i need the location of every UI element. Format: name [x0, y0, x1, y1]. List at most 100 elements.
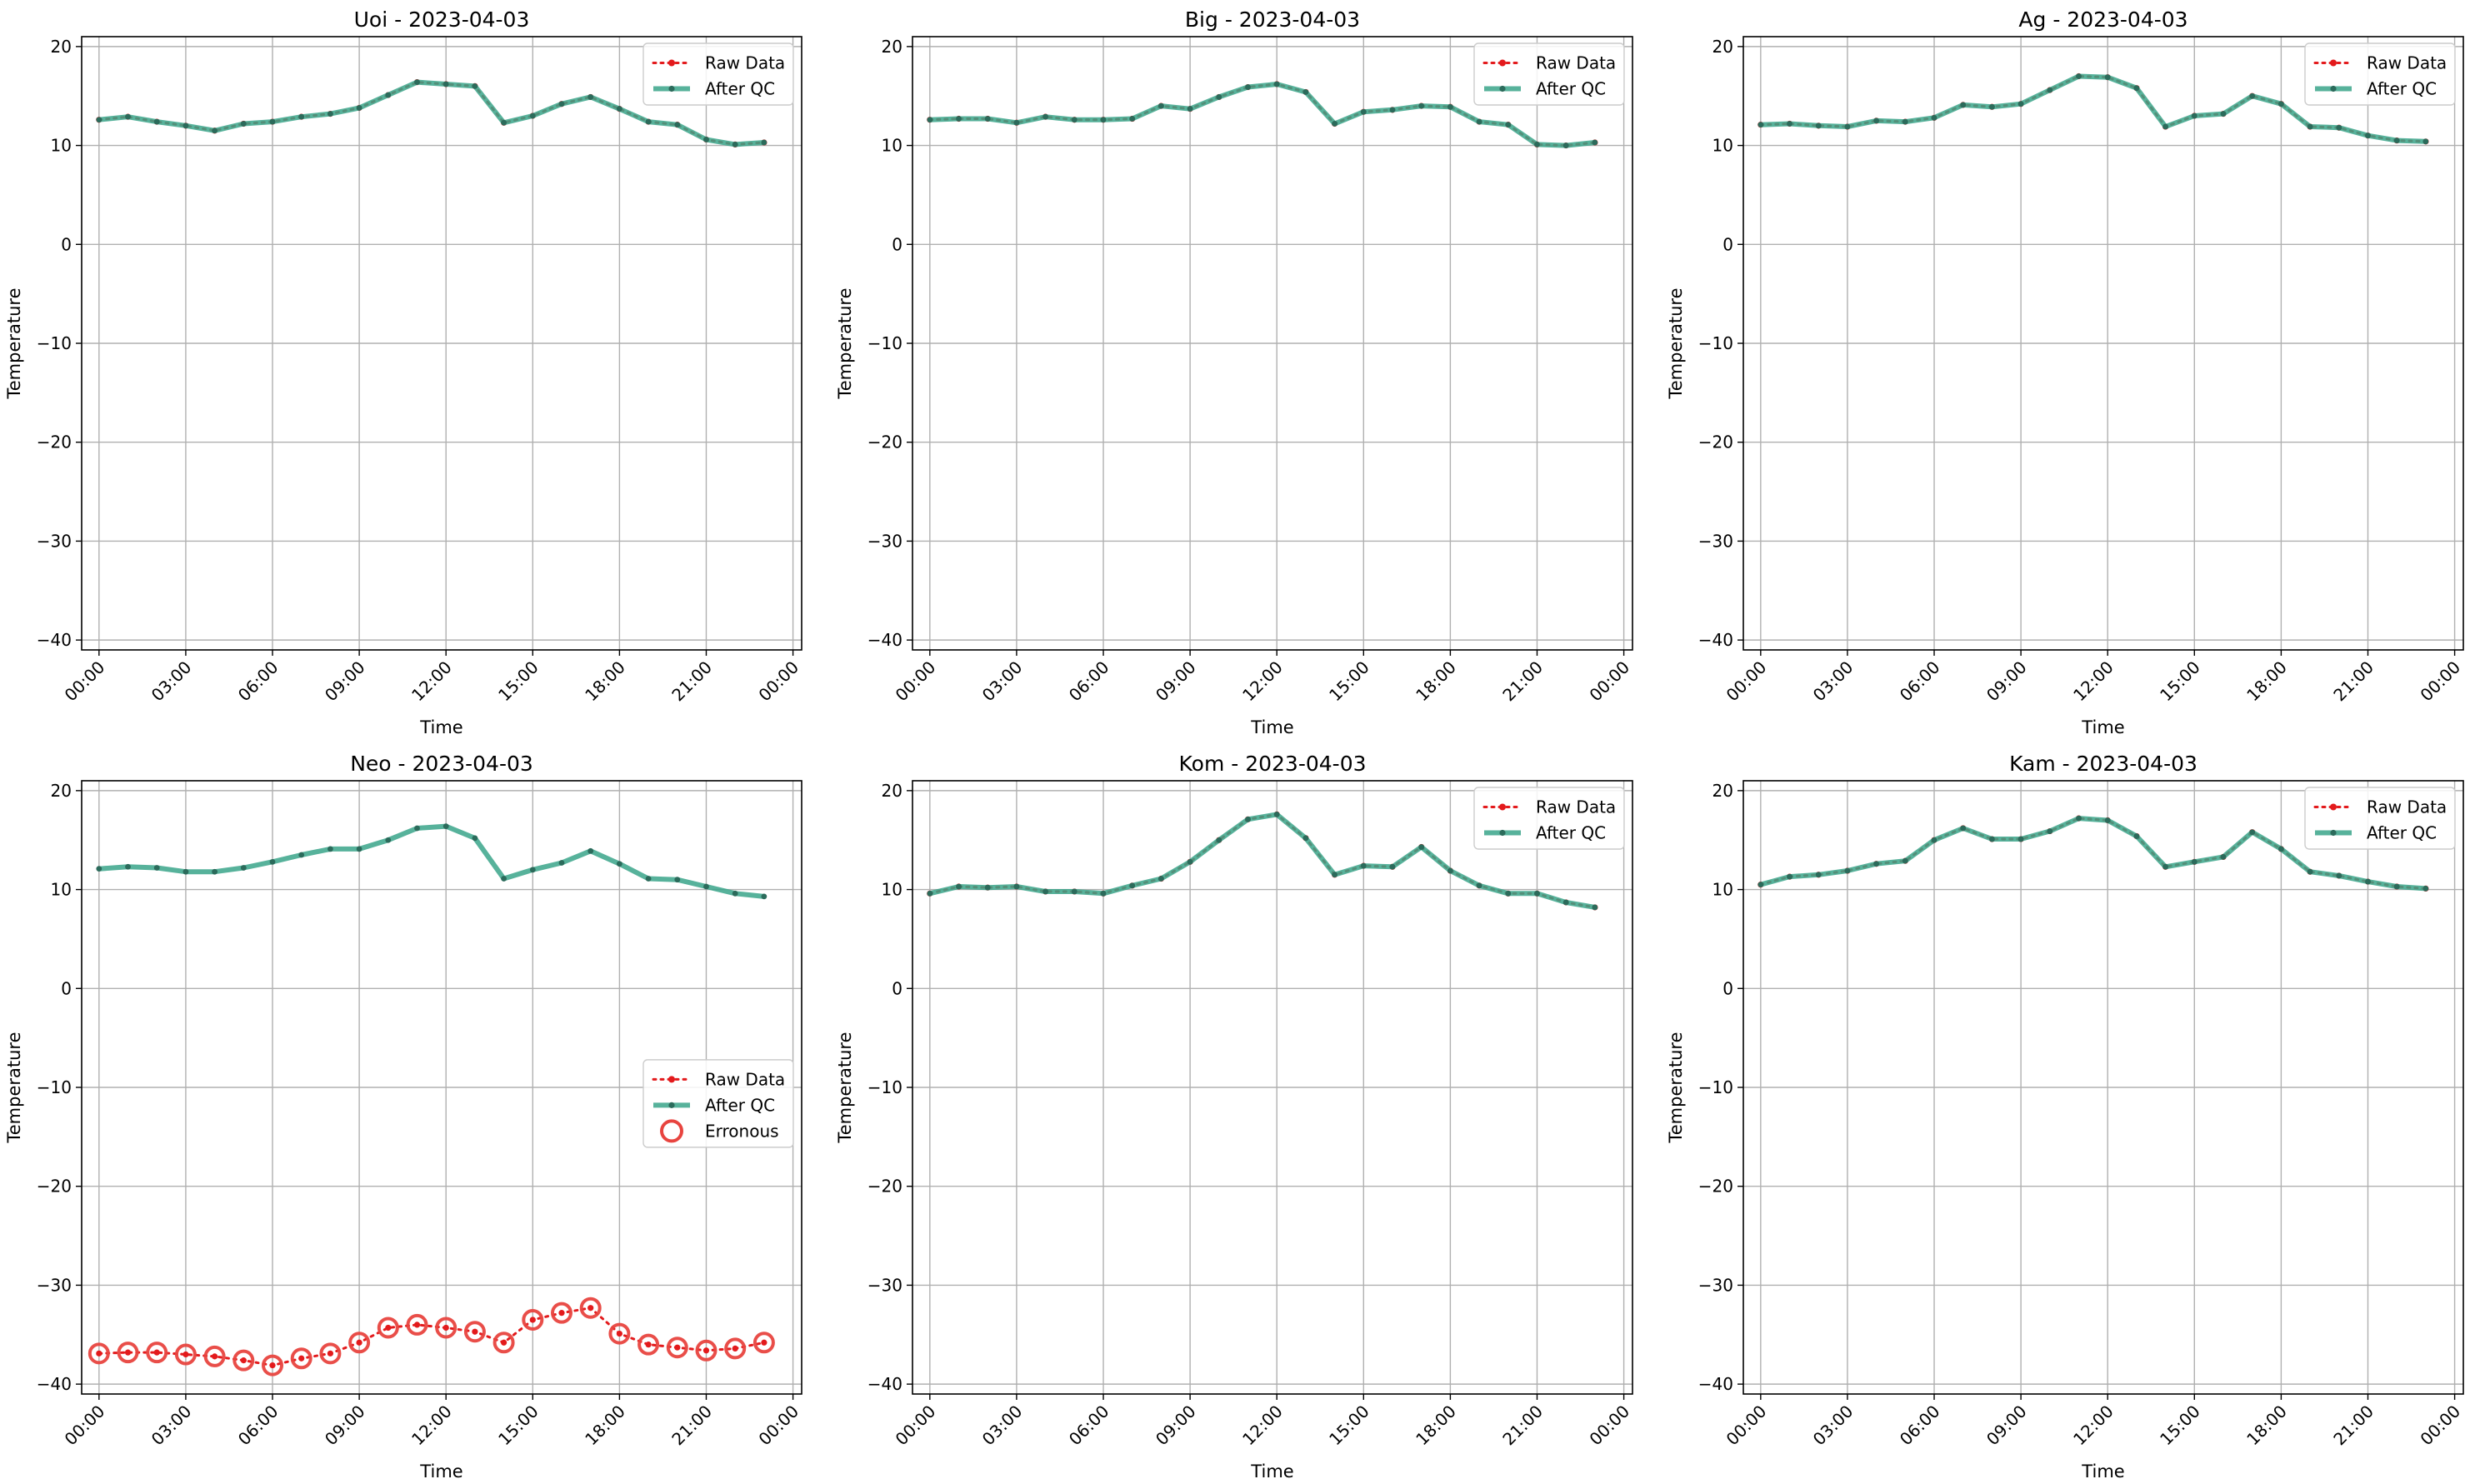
y-tick-label: −10 [37, 1077, 72, 1097]
after-qc-point [1245, 816, 1251, 822]
x-tick-label: 15:00 [494, 1402, 542, 1450]
after-qc-point [385, 92, 392, 98]
after-qc-point [212, 868, 218, 875]
legend-label: After QC [2367, 79, 2437, 99]
legend: Raw Data After QC [1473, 42, 1625, 106]
x-tick-label: 15:00 [2156, 1402, 2204, 1450]
x-axis-label: Time [419, 717, 462, 737]
after-qc-point [298, 852, 305, 858]
x-tick-label: 06:00 [234, 657, 282, 706]
after-qc-point [442, 81, 449, 87]
after-qc-point [1245, 84, 1251, 90]
raw-data-point [96, 1350, 102, 1357]
after-qc-point [645, 876, 652, 882]
after-qc-point [1273, 811, 1280, 817]
after-qc-point [732, 890, 738, 897]
raw-data-point [124, 1349, 132, 1356]
legend-erroneous-marker [660, 1119, 683, 1143]
after-qc-point [2278, 101, 2284, 107]
x-tick-label: 21:00 [2329, 1402, 2378, 1450]
after-qc-line [929, 812, 1596, 910]
raw-data-point [269, 1362, 276, 1369]
erroneous-marker [117, 1342, 139, 1364]
legend-raw-marker [668, 1076, 675, 1083]
after-qc-point [501, 119, 508, 126]
x-tick-label: 09:00 [1982, 1402, 2031, 1450]
x-tick-label: 03:00 [148, 1402, 196, 1450]
after-qc-point [414, 79, 420, 86]
x-tick-label: 12:00 [2069, 657, 2118, 706]
chart-panel: 20 10 0 −10 −20 −30 −40 00:00 03:00 06:00 09:00 12:… [1666, 7, 2464, 737]
after-qc-point [616, 106, 622, 112]
after-qc-point [442, 823, 449, 830]
raw-data-point [442, 1324, 449, 1332]
y-tick-label: 0 [61, 978, 72, 998]
after-qc-point [1844, 867, 1851, 874]
y-tick-label: −10 [1698, 1077, 1733, 1097]
raw-data-point [588, 1305, 594, 1312]
erroneous-marker [232, 1349, 255, 1372]
legend-label: After QC [1536, 79, 1606, 99]
erroneous-marker [492, 1332, 515, 1354]
after-qc-point [2018, 101, 2024, 107]
after-qc-point [2307, 123, 2313, 130]
y-tick-label: −30 [868, 531, 902, 551]
after-qc-point [1960, 825, 1967, 832]
after-qc-point [1902, 118, 1908, 125]
after-qc-line [98, 823, 765, 899]
chart-panel: 20 10 0 −10 −20 −30 −40 00:00 03:00 06:00 09:00 12:… [835, 752, 1633, 1482]
x-tick-label: 00:00 [61, 1402, 109, 1450]
x-tick-label: 06:00 [1896, 1402, 1944, 1450]
x-tick-label: 00:00 [754, 1402, 802, 1450]
after-qc-point [645, 118, 652, 125]
after-qc-line [98, 79, 765, 147]
after-qc-point [1418, 102, 1425, 109]
after-qc-point [1158, 876, 1164, 882]
x-tick-label: 00:00 [61, 657, 109, 706]
x-tick-label: 12:00 [1238, 657, 1287, 706]
x-tick-label: 21:00 [668, 657, 716, 706]
after-qc-point [96, 117, 102, 123]
after-qc-point [732, 141, 738, 147]
after-qc-point [1302, 835, 1309, 842]
after-qc-point [2365, 878, 2371, 885]
x-tick-label: 21:00 [1498, 657, 1547, 706]
legend-label: Raw Data [1536, 797, 1616, 817]
legend-label: Erronous [705, 1121, 779, 1141]
chart-panel: 20 10 0 −10 −20 −30 −40 00:00 03:00 06:00 09:00 12:… [4, 752, 802, 1482]
after-qc-point [2336, 872, 2342, 879]
after-qc-point [1815, 872, 1822, 878]
after-qc-point [558, 860, 565, 866]
y-tick-label: −20 [868, 1177, 902, 1197]
after-qc-point [956, 116, 962, 122]
y-tick-label: −40 [868, 1374, 902, 1394]
after-qc-point [2133, 85, 2140, 92]
x-tick-label: 00:00 [1722, 1402, 1771, 1450]
after-qc-point [2365, 132, 2371, 139]
legend: Raw Data After QC Erronous [642, 1059, 794, 1148]
x-tick-label: 18:00 [581, 657, 629, 706]
y-axis-label: Temperature [4, 1032, 24, 1143]
x-tick-label: 00:00 [892, 1402, 940, 1450]
after-qc-point [674, 122, 681, 128]
raw-data-point [356, 1339, 362, 1346]
after-qc-point [1389, 863, 1396, 870]
after-qc-point [1592, 139, 1598, 146]
y-axis-label: Temperature [1666, 287, 1686, 399]
after-qc-point [2393, 883, 2400, 890]
after-qc-point [1389, 107, 1396, 113]
chart-panel: 20 10 0 −10 −20 −30 −40 00:00 03:00 06:00 09:00 12:… [4, 7, 802, 737]
chart-title: Neo - 2023-04-03 [350, 752, 533, 776]
after-qc-point [2393, 137, 2400, 144]
after-qc-point [1844, 123, 1851, 130]
after-qc-line [929, 82, 1596, 148]
after-qc-point [1100, 117, 1107, 123]
raw-data-point [472, 1328, 478, 1335]
y-axis-label: Temperature [835, 1032, 855, 1143]
x-tick-label: 03:00 [978, 1402, 1027, 1450]
raw-data-point [674, 1344, 681, 1351]
x-tick-label: 15:00 [1325, 657, 1373, 706]
erroneous-marker [146, 1342, 168, 1364]
after-qc-point [385, 837, 392, 843]
